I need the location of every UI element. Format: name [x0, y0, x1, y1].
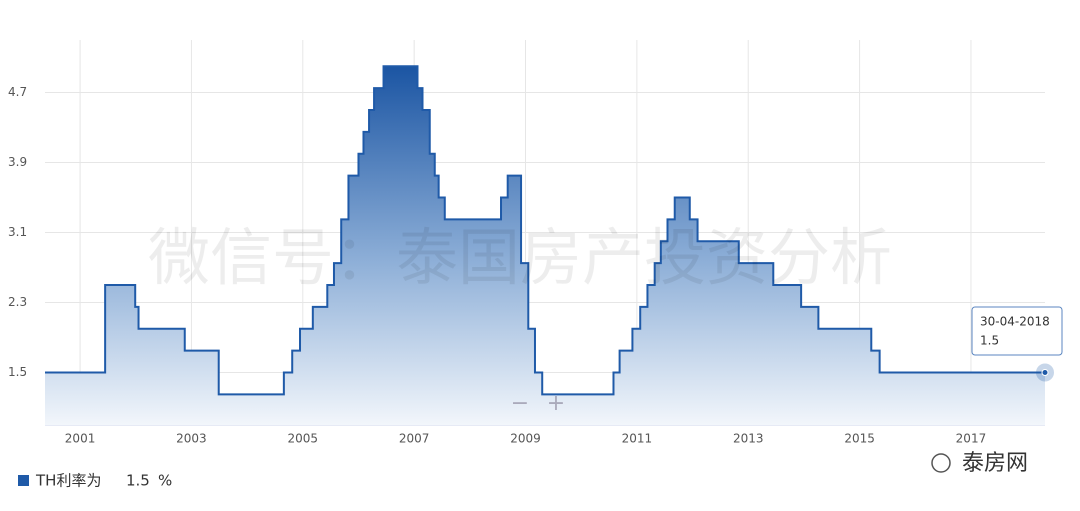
legend-value: 1.5	[126, 472, 150, 490]
x-tick-label: 2007	[399, 432, 430, 446]
zoom-in[interactable]: +	[547, 391, 565, 416]
x-tick-label: 2005	[288, 432, 319, 446]
x-tick-label: 2009	[510, 432, 541, 446]
tooltip: 30-04-2018 1.5	[971, 306, 1063, 356]
tooltip-box	[971, 306, 1063, 356]
y-tick-label: 2.3	[8, 295, 27, 309]
logo-text: 泰房网	[962, 451, 1028, 476]
x-tick-label: 2015	[844, 432, 875, 446]
x-tick-label: 2013	[733, 432, 764, 446]
legend-swatch[interactable]	[18, 475, 29, 486]
y-tick-label: 3.1	[8, 225, 27, 239]
hover-point	[1041, 369, 1049, 376]
y-tick-label: 3.9	[8, 155, 27, 169]
x-tick-label: 2017	[956, 432, 987, 446]
zoom-out[interactable]: −	[511, 391, 529, 416]
x-tick-label: 2011	[622, 432, 653, 446]
legend-label[interactable]: TH利率为	[35, 472, 101, 490]
tooltip-value: 1.5	[980, 334, 999, 348]
y-tick-label: 1.5	[8, 365, 27, 379]
x-tick-label: 2003	[176, 432, 207, 446]
x-tick-label: 2001	[65, 432, 96, 446]
area	[45, 66, 1045, 425]
watermark: 微信号：泰国房产投资分析	[148, 221, 892, 294]
legend-unit: %	[158, 472, 172, 490]
line	[45, 65, 1045, 396]
tooltip-date: 30-04-2018	[980, 315, 1050, 329]
y-tick-label: 4.7	[8, 85, 27, 99]
logo-icon	[931, 453, 951, 473]
